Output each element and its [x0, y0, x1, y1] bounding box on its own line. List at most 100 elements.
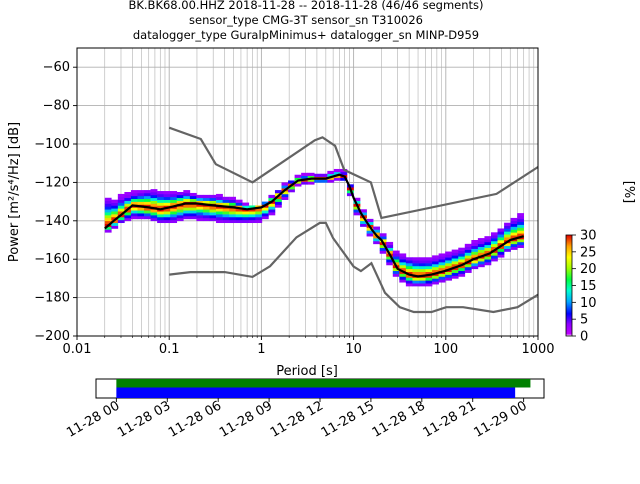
heatmap-cell: [104, 229, 112, 233]
title-line-2: sensor_type CMG-3T sensor_sn T310026: [189, 13, 423, 27]
heatmap-cell: [150, 217, 158, 222]
mode-line: [104, 173, 524, 278]
heatmap-cell: [484, 256, 492, 260]
heatmap-cell: [425, 260, 433, 264]
time-tick-label: 11-29 00: [472, 398, 530, 440]
heatmap-cell: [464, 252, 472, 256]
heatmap-cell: [399, 279, 407, 283]
heatmap-cell: [418, 283, 426, 287]
heatmap-cell: [458, 267, 466, 272]
heatmap-cell: [137, 210, 145, 214]
heatmap-cell: [360, 217, 367, 222]
heatmap-cell: [255, 208, 263, 212]
heatmap-cell: [412, 260, 420, 264]
heatmap-cell: [490, 252, 498, 256]
heatmap-cell: [176, 217, 184, 222]
x-tick-label: 1: [257, 342, 265, 357]
heatmap-cell: [445, 257, 453, 261]
time-tick-label: 11-28 15: [319, 398, 377, 440]
heatmap-cell: [458, 270, 466, 274]
heatmap-cell: [209, 197, 217, 201]
heatmap-cell: [399, 273, 407, 277]
heatmap-cell: [137, 190, 145, 194]
heatmap-cell: [373, 238, 380, 242]
heatmap-cell: [464, 266, 472, 271]
heatmap-cell: [412, 271, 420, 275]
heatmap-cell: [235, 211, 243, 215]
heatmap-cell: [386, 241, 394, 246]
heatmap-cell: [196, 194, 204, 199]
heatmap-cell: [183, 198, 191, 202]
heatmap-cell: [137, 201, 145, 205]
heatmap-cell: [176, 197, 184, 201]
heatmap-cell: [392, 273, 400, 277]
heatmap-cell: [163, 193, 171, 198]
heatmap-cell: [373, 240, 380, 245]
heatmap-cell: [104, 217, 112, 222]
heatmap-cell: [451, 252, 459, 256]
heatmap-cell: [438, 256, 446, 260]
heatmap-cell: [418, 271, 426, 275]
heatmap-cell: [189, 195, 197, 200]
heatmap-cell: [137, 195, 145, 200]
heatmap-cell: [445, 254, 453, 258]
heatmap-cell: [157, 193, 164, 198]
heatmap-cell: [281, 182, 289, 186]
heatmap-cell: [353, 200, 361, 204]
heatmap-cell: [189, 216, 197, 220]
heatmap-cell: [248, 216, 256, 221]
heatmap-cell: [392, 250, 400, 254]
y-tick-label: −140: [34, 214, 70, 229]
heatmap-cell: [209, 200, 217, 204]
heatmap-cell: [510, 217, 518, 222]
heatmap-cell: [412, 277, 420, 281]
heatmap-cell: [183, 207, 191, 211]
heatmap-cell: [170, 199, 178, 203]
heatmap-cell: [510, 240, 518, 245]
heatmap-cell: [425, 263, 433, 267]
heatmap-cell: [137, 207, 145, 211]
heatmap-cell: [405, 257, 413, 261]
heatmap-cell: [477, 252, 485, 256]
heatmap-cell: [163, 219, 171, 224]
heatmap-cell: [510, 243, 518, 248]
heatmap-cell: [445, 263, 453, 267]
heatmap-cell: [490, 232, 498, 236]
heatmap-cell: [216, 196, 223, 200]
title-line-1: BK.BK68.00.HHZ 2018-11-28 -- 2018-11-28 …: [128, 0, 483, 12]
heatmap-cell: [111, 208, 119, 212]
heatmap-cell: [353, 206, 361, 210]
heatmap-cell: [130, 201, 138, 205]
heatmap-cell: [484, 259, 492, 263]
heatmap-cell: [111, 199, 119, 203]
heatmap-cell: [451, 255, 459, 259]
heatmap-cell: [196, 212, 204, 216]
heatmap-cell: [517, 241, 525, 246]
heatmap-cell: [471, 242, 479, 247]
heatmap-cell: [170, 216, 178, 221]
heatmap-cell: [117, 205, 125, 209]
heatmap-cell: [163, 196, 171, 200]
heatmap-cell: [209, 209, 217, 213]
heatmap-cell: [425, 257, 433, 261]
heatmap-cell: [150, 212, 158, 216]
heatmap-cell: [333, 168, 341, 173]
heatmap-cell: [124, 209, 132, 213]
heatmap-cell: [222, 211, 230, 215]
heatmap-cell: [458, 264, 466, 269]
y-tick-label: −100: [34, 137, 70, 152]
heatmap-cell: [504, 234, 511, 238]
heatmap-cell: [445, 260, 453, 264]
heatmap-cell: [216, 208, 223, 212]
heatmap-cell: [196, 215, 204, 219]
heatmap-cell: [176, 215, 184, 219]
heatmap-cell: [438, 279, 446, 283]
y-axis-label: Power [m²/s⁴/Hz] [dB]: [7, 122, 22, 262]
heatmap-cell: [497, 237, 505, 241]
heatmap-cell: [163, 214, 171, 218]
heatmap-cell: [301, 175, 308, 179]
heatmap-cell: [137, 198, 145, 202]
heatmap-cell: [288, 189, 295, 193]
